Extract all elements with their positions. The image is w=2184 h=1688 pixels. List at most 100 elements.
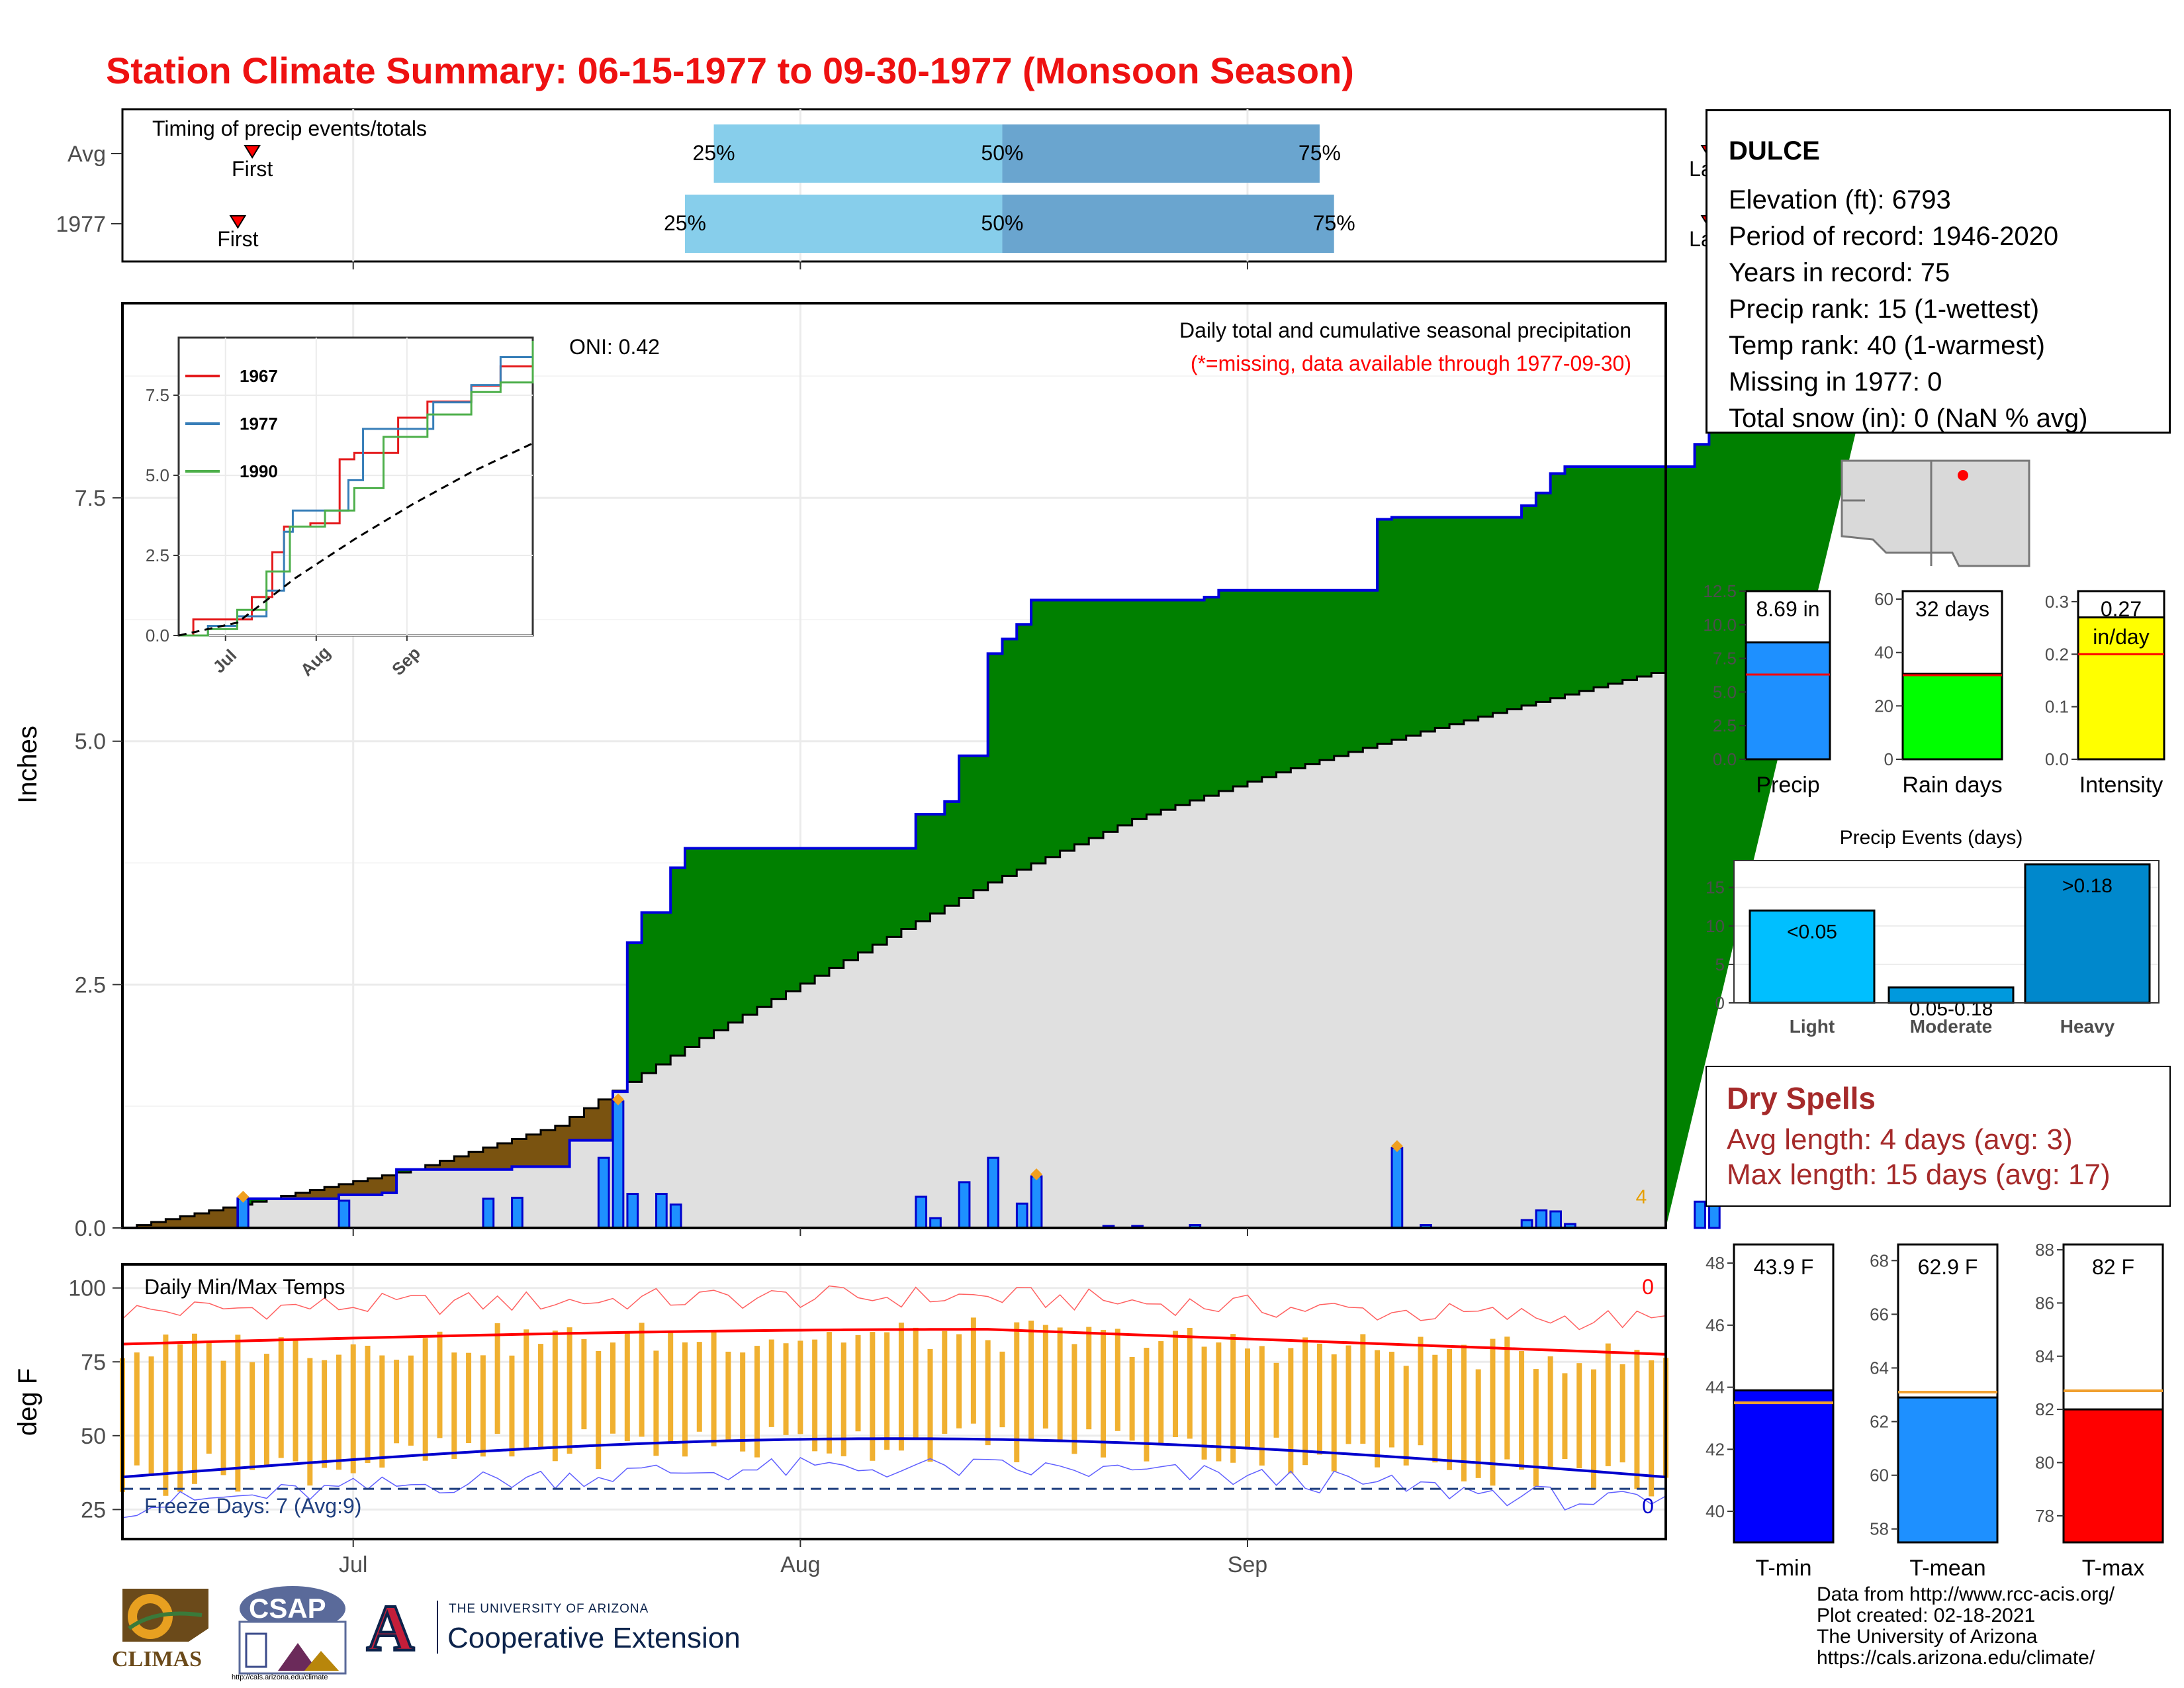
temp-y-tick-label: 50 <box>81 1424 106 1449</box>
timing-first-label: First <box>232 157 273 181</box>
daily-temp-range-bar <box>552 1331 558 1462</box>
events-bar-heavy <box>2024 863 2151 1004</box>
daily-temp-range-bar <box>740 1352 746 1452</box>
mini-bar-y-tick-label: 2.5 <box>1713 716 1737 735</box>
daily-temp-range-bar <box>177 1344 183 1492</box>
daily-temp-range-bar <box>841 1342 846 1456</box>
temp-max-count: 0 <box>1642 1275 1654 1299</box>
precip-y-tick-label: 5.0 <box>75 729 106 755</box>
daily-temp-range-bar <box>1360 1334 1366 1444</box>
temp-summary-y-tick-label: 48 <box>1706 1253 1725 1273</box>
timing-row-label: 1977 <box>56 212 106 237</box>
mini-bar-value-label: 8.69 in <box>1756 597 1819 621</box>
daily-temp-range-bar <box>581 1338 587 1430</box>
record-min-temp-line <box>122 1456 1666 1519</box>
temp-summary-bar <box>2062 1408 2164 1544</box>
inset-legend-label: 1967 <box>240 366 278 386</box>
temp-summary-y-tick-label: 46 <box>1706 1315 1725 1335</box>
timing-q50-label: 50% <box>981 211 1023 235</box>
daily-precip-bar <box>915 1196 928 1229</box>
mini-bar-y-tick-label: 0.1 <box>2045 697 2069 717</box>
station-precip-rank: Precip rank: 15 (1-wettest) <box>1729 295 2040 324</box>
events-bar-label: <0.05 <box>1787 921 1837 943</box>
mini-bar-value-label: 0.27 <box>2101 597 2142 621</box>
daily-temp-range-bar <box>293 1340 298 1462</box>
temp-x-tick-label: Aug <box>780 1552 821 1577</box>
daily-temp-range-bar <box>1230 1334 1236 1463</box>
daily-temp-range-bar <box>1605 1343 1611 1466</box>
daily-precip-max-marker-icon <box>1390 1140 1403 1152</box>
station-snow: Total snow (in): 0 (NaN % avg) <box>1729 404 2088 433</box>
daily-temp-range-bar <box>826 1332 832 1454</box>
inset-avg-line <box>178 442 533 637</box>
temp-summary-y-tick-label: 80 <box>2035 1452 2054 1472</box>
daily-temp-range-bar <box>1519 1351 1525 1470</box>
cumulative-avg-area <box>122 669 1666 1228</box>
daily-temp-range-bar <box>134 1352 140 1466</box>
daily-temp-range-bar <box>970 1317 976 1424</box>
daily-precip-bar <box>1390 1147 1404 1229</box>
daily-temp-range-bar <box>1375 1350 1381 1468</box>
daily-temp-range-bar <box>942 1331 948 1434</box>
mini-bar-y-tick-label: 5.0 <box>1713 682 1737 702</box>
daily-temp-range-bar <box>1144 1348 1150 1462</box>
timing-q25-q50-bar <box>713 124 1003 183</box>
daily-temp-range-bar <box>812 1339 818 1452</box>
footer-data-source: Data from http://www.rcc-acis.org/ <box>1817 1583 2115 1605</box>
locator-map <box>1841 459 2030 567</box>
daily-temp-range-bar <box>322 1360 328 1468</box>
temp-summary-y-tick-label: 58 <box>1870 1519 1889 1539</box>
mini-bar-y-tick-label: 0.3 <box>2045 592 2069 612</box>
daily-temp-range-bar <box>466 1352 472 1444</box>
daily-precip-bar <box>1549 1210 1562 1229</box>
mini-bar-value <box>2077 616 2165 761</box>
daily-temp-range-bar <box>1216 1342 1222 1462</box>
mini-bar-value-label-2: in/day <box>2093 625 2149 649</box>
daily-temp-range-bar <box>668 1331 674 1443</box>
daily-temp-range-bar <box>1447 1348 1453 1470</box>
daily-precip-bar <box>597 1156 610 1229</box>
daily-precip-bar <box>929 1217 942 1229</box>
temp-panel-frame <box>121 1263 1667 1540</box>
daily-precip-bar <box>511 1196 523 1229</box>
temp-summary-bar <box>1897 1396 1999 1544</box>
station-name: DULCE <box>1729 136 1820 165</box>
daily-temp-range-bar <box>1432 1354 1438 1463</box>
daily-precip-bar <box>655 1193 668 1229</box>
climas-logo-text: CLIMAS <box>112 1647 203 1671</box>
mini-bar-y-tick-label: 60 <box>1874 589 1893 609</box>
temp-summary-y-tick-label: 40 <box>1706 1501 1725 1521</box>
daily-temp-range-bar <box>1158 1341 1164 1444</box>
daily-temp-range-bar <box>639 1323 645 1437</box>
record-max-temp-line <box>122 1285 1666 1331</box>
daily-temp-range-bar <box>1619 1364 1625 1463</box>
csap-logo: CSAP http://cals.arizona.edu/climate <box>232 1583 351 1683</box>
daily-precip-bar <box>612 1100 625 1229</box>
temp-summary-y-tick-label: 62 <box>1870 1412 1889 1432</box>
temp-summary-y-tick-label: 60 <box>1870 1466 1889 1485</box>
footer-created: Plot created: 02-18-2021 <box>1817 1605 2036 1626</box>
freeze-days-label: Freeze Days: 7 (Avg:9) <box>144 1494 361 1518</box>
temp-summary-y-tick-label: 86 <box>2035 1293 2054 1313</box>
locator-map-states <box>1841 459 2030 567</box>
daily-temp-range-bar <box>1504 1336 1510 1460</box>
mini-bar-y-tick-label: 0.0 <box>2045 749 2069 769</box>
precip-missing-note: (*=missing, data available through 1977-… <box>1191 352 1631 375</box>
precip-y-tick-label: 7.5 <box>75 486 106 511</box>
daily-temp-range-bar <box>1014 1322 1020 1462</box>
events-x-tick-label: Heavy <box>2060 1016 2115 1037</box>
daily-temp-range-bar <box>653 1350 659 1456</box>
inset-y-tick-label: 7.5 <box>146 385 169 405</box>
mini-bar-y-tick-label: 20 <box>1874 696 1893 716</box>
daily-precip-bar <box>237 1197 250 1229</box>
cumulative-precip-1977-line <box>122 381 1868 1229</box>
daily-temp-range-bar <box>538 1344 544 1449</box>
timing-q50-q75-bar <box>1002 124 1320 183</box>
daily-temp-range-bar <box>1101 1329 1107 1458</box>
station-missing: Missing in 1977: 0 <box>1729 367 1942 397</box>
daily-temp-range-bar <box>797 1340 803 1434</box>
timing-panel-title: Timing of precip events/totals <box>152 117 427 140</box>
daily-temp-range-bar <box>1331 1354 1337 1472</box>
events-title: Precip Events (days) <box>1840 827 2023 849</box>
daily-temp-range-bar <box>1201 1346 1207 1460</box>
